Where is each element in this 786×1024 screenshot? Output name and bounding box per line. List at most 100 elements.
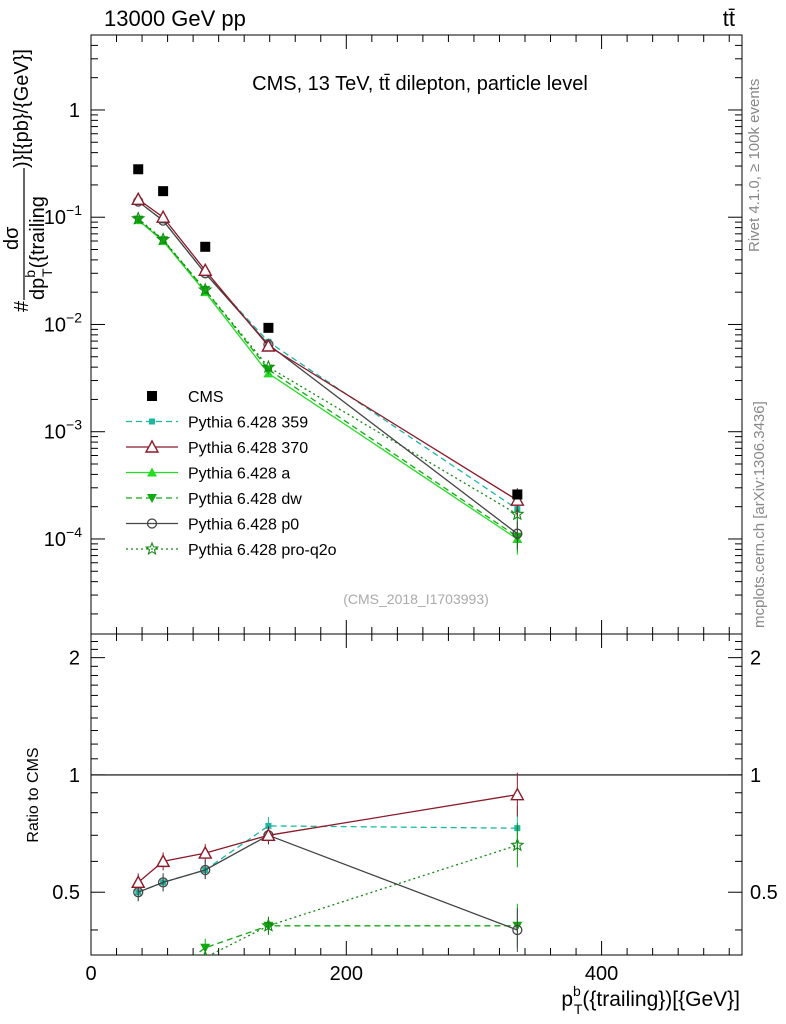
legend-item: Pythia 6.428 dw <box>126 491 302 508</box>
header-process-label: tt̄ <box>723 6 735 31</box>
ratio-point <box>265 822 272 829</box>
data-point <box>158 186 169 197</box>
ratio-point <box>133 974 143 983</box>
header-energy-label: 13000 GeV pp <box>104 6 246 31</box>
series-pythia-6-428-370 <box>131 191 525 517</box>
y-label-tail: )}[{pb}/{GeV}] <box>11 49 33 168</box>
y-label-den-sup: b <box>22 270 38 278</box>
series-line <box>137 200 518 535</box>
legend-item: Pythia 6.428 359 <box>126 415 308 432</box>
legend-item: Pythia 6.428 pro-q2o <box>126 541 337 559</box>
data-point <box>512 528 523 539</box>
ratio-series-pythia-6-428-pro-q2o <box>157 823 525 984</box>
legend-label: Pythia 6.428 359 <box>188 415 308 432</box>
series-line <box>137 219 518 538</box>
ratio-point <box>200 974 210 983</box>
legend-item: Pythia 6.428 370 <box>126 439 308 457</box>
ratio-point <box>158 974 168 983</box>
legend-marker <box>146 518 158 529</box>
x-label-sub: T <box>574 1001 583 1017</box>
ratio-line <box>194 925 518 955</box>
data-point <box>198 282 213 297</box>
data-point <box>198 262 213 276</box>
ratio-point <box>157 973 168 984</box>
data-point <box>131 191 146 205</box>
data-point <box>261 359 276 374</box>
ratio-series-pythia-6-428-dw <box>133 903 523 984</box>
ratio-y-tick-label: 1 <box>69 765 80 787</box>
y-tick-label: 1 <box>69 100 80 122</box>
legend-label: Pythia 6.428 pro-q2o <box>188 542 337 559</box>
ratio-y-tick-label: 0.5 <box>52 882 80 904</box>
series-line <box>137 200 518 510</box>
ratio-point <box>200 943 211 953</box>
data-point <box>510 492 525 506</box>
main-chart-title: CMS, 13 TeV, tt̄ dilepton, particle leve… <box>252 73 588 95</box>
ratio-line <box>137 793 518 883</box>
ratio-point <box>133 975 143 984</box>
ratio-y-tick-label-right: 0.5 <box>750 882 778 904</box>
y-label-denominator: dpbT({trailing <box>22 196 55 300</box>
y-label-den-sub: T <box>39 268 55 277</box>
ratio-series-pythia-6-428-p0 <box>133 826 523 952</box>
ratio-frame <box>90 633 743 956</box>
ratio-point <box>200 864 211 876</box>
data-point <box>200 241 211 252</box>
ratio-series-pythia-6-428-370 <box>131 772 525 892</box>
data-point <box>510 506 525 521</box>
legend-label: Pythia 6.428 dw <box>188 491 302 508</box>
x-tick-label: 0 <box>85 963 96 985</box>
legend-marker <box>144 541 160 556</box>
legend-label: Pythia 6.428 a <box>188 466 290 483</box>
x-label-sup: b <box>573 983 581 999</box>
legend-marker <box>149 418 155 425</box>
legend-label: Pythia 6.428 370 <box>188 440 308 457</box>
data-point <box>155 231 171 246</box>
rivet-version-label: Rivet 4.1.0, ≥ 100k events <box>746 79 763 252</box>
data-point <box>133 164 144 175</box>
legend-item: CMS <box>147 389 224 406</box>
legend: CMS Pythia 6.428 359 Pythia 6.428 370 Pythi… <box>126 389 337 559</box>
main-plot-panel: 1 10−1 10−2 10−3 10−4 CMS, 13 TeV, tt̄ dilep… <box>44 34 743 635</box>
ratio-line <box>137 834 518 931</box>
ratio-line <box>208 844 518 955</box>
x-axis-label: pb T({trailing})[{GeV}] <box>561 983 740 1017</box>
data-point <box>263 322 274 333</box>
analysis-id-label: (CMS_2018_I1703993) <box>343 591 489 607</box>
ratio-line <box>137 825 518 893</box>
y-label-den-rest: ({trailing <box>27 196 49 268</box>
ratio-point <box>261 827 276 841</box>
main-y-axis-label: # dσ dpbT({trailing )}[{pb}/{GeV}] <box>1 49 55 312</box>
y-tick-label: 10−1 <box>44 202 82 229</box>
ratio-point <box>510 787 525 801</box>
series-cms <box>133 164 523 500</box>
legend-marker <box>144 439 160 453</box>
ratio-y-tick-label-right: 2 <box>750 648 761 670</box>
data-point <box>131 211 146 225</box>
legend-label: CMS <box>188 389 224 406</box>
x-tick-label: 200 <box>330 963 363 985</box>
main-axis-ticks: 1 10−1 10−2 10−3 10−4 <box>44 34 742 634</box>
data-point <box>512 489 523 500</box>
legend-item: Pythia 6.428 a <box>126 466 290 483</box>
main-series-layer <box>131 164 525 555</box>
y-label-hash: # <box>11 300 33 312</box>
ratio-point <box>510 837 525 852</box>
ratio-series-layer <box>131 772 525 984</box>
x-label-rest: ({trailing})[{GeV}] <box>582 988 740 1011</box>
ratio-point <box>131 874 146 889</box>
legend-label: Pythia 6.428 p0 <box>188 517 299 534</box>
ratio-point <box>512 974 522 983</box>
ratio-series-pythia-6-428-359 <box>135 806 521 902</box>
ratio-y-tick-label: 2 <box>69 648 80 670</box>
x-tick-label: 400 <box>585 963 618 985</box>
data-point <box>158 236 169 246</box>
ratio-point <box>155 853 171 868</box>
y-label-numerator: dσ <box>1 226 23 250</box>
ratio-point <box>157 877 169 888</box>
ratio-point <box>158 975 168 984</box>
ratio-point <box>198 845 213 859</box>
y-tick-label: 10−3 <box>44 417 82 444</box>
data-point <box>133 215 144 225</box>
